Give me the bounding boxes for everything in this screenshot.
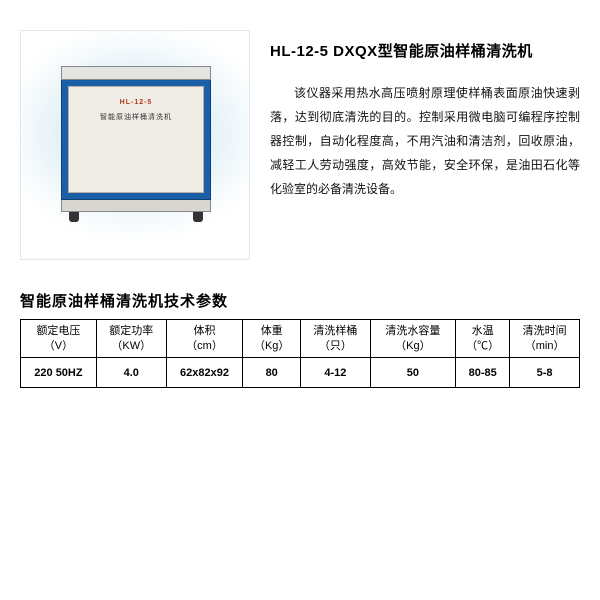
product-title: HL-12-5 DXQX型智能原油样桶清洗机 [270, 40, 580, 61]
spec-col-header: 清洗时间（min） [510, 320, 580, 358]
machine-model-label: HL-12-5 [120, 99, 153, 106]
spec-col-header: 额定功率（KW） [96, 320, 166, 358]
product-description: 该仪器采用热水高压喷射原理使样桶表面原油快速剥落，达到彻底清洗的目的。控制采用微… [270, 81, 580, 201]
machine-name-label: 智能原油样桶清洗机 [100, 112, 172, 122]
spec-col-header: 水温（℃） [456, 320, 510, 358]
spec-col-header: 额定电压（V） [21, 320, 97, 358]
product-photo: HL-12-5 智能原油样桶清洗机 [20, 30, 250, 260]
spec-cell: 62x82x92 [166, 358, 243, 388]
spec-cell: 4.0 [96, 358, 166, 388]
spec-table: 额定电压（V）额定功率（KW）体积（cm）体重（Kg）清洗样桶（只）清洗水容量（… [20, 319, 580, 388]
spec-table-title: 智能原油样桶清洗机技术参数 [20, 290, 580, 311]
spec-cell: 80 [243, 358, 301, 388]
spec-cell: 80-85 [456, 358, 510, 388]
spec-cell: 5-8 [510, 358, 580, 388]
spec-data-row: 220 50HZ4.062x82x92804-125080-855-8 [21, 358, 580, 388]
spec-cell: 50 [370, 358, 455, 388]
spec-cell: 4-12 [300, 358, 370, 388]
spec-cell: 220 50HZ [21, 358, 97, 388]
text-block: HL-12-5 DXQX型智能原油样桶清洗机 该仪器采用热水高压喷射原理使样桶表… [270, 30, 580, 260]
spec-col-header: 体积（cm） [166, 320, 243, 358]
machine-illustration: HL-12-5 智能原油样桶清洗机 [61, 66, 211, 226]
spec-col-header: 清洗水容量（Kg） [370, 320, 455, 358]
spec-col-header: 清洗样桶（只） [300, 320, 370, 358]
spec-header-row: 额定电压（V）额定功率（KW）体积（cm）体重（Kg）清洗样桶（只）清洗水容量（… [21, 320, 580, 358]
spec-col-header: 体重（Kg） [243, 320, 301, 358]
